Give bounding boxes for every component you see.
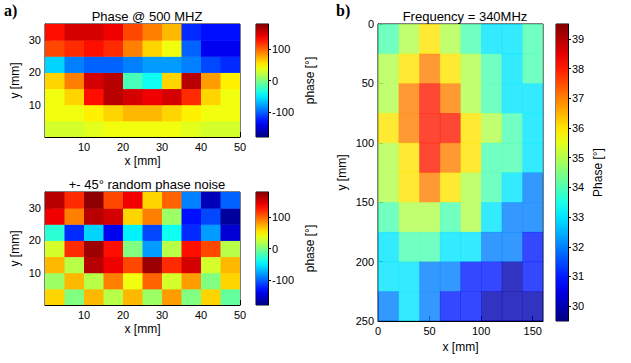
svg-text:30: 30 bbox=[156, 309, 168, 321]
svg-text:50: 50 bbox=[362, 77, 374, 89]
svg-text:50: 50 bbox=[423, 325, 435, 337]
svg-text:a): a) bbox=[4, 2, 17, 20]
svg-text:150: 150 bbox=[524, 325, 542, 337]
svg-text:32: 32 bbox=[572, 241, 584, 253]
svg-text:36: 36 bbox=[572, 122, 584, 134]
svg-text:0: 0 bbox=[368, 18, 374, 30]
svg-text:100: 100 bbox=[472, 325, 490, 337]
svg-text:10: 10 bbox=[78, 141, 90, 153]
svg-text:40: 40 bbox=[195, 141, 207, 153]
svg-text:100: 100 bbox=[272, 211, 290, 223]
svg-text:0: 0 bbox=[272, 243, 278, 255]
svg-text:50: 50 bbox=[234, 141, 246, 153]
svg-text:y [mm]: y [mm] bbox=[335, 155, 349, 191]
svg-text:100: 100 bbox=[272, 43, 290, 55]
svg-text:+- 45° random phase noise: +- 45° random phase noise bbox=[69, 177, 226, 192]
svg-text:10: 10 bbox=[29, 99, 41, 111]
svg-text:20: 20 bbox=[117, 309, 129, 321]
svg-text:37: 37 bbox=[572, 92, 584, 104]
svg-text:30: 30 bbox=[572, 300, 584, 312]
svg-text:200: 200 bbox=[356, 256, 374, 268]
svg-text:35: 35 bbox=[572, 152, 584, 164]
svg-text:-100: -100 bbox=[272, 274, 294, 286]
svg-text:Frequency = 340MHz: Frequency = 340MHz bbox=[403, 9, 528, 24]
svg-text:250: 250 bbox=[356, 315, 374, 327]
svg-text:30: 30 bbox=[29, 34, 41, 46]
svg-text:39: 39 bbox=[572, 33, 584, 45]
svg-text:20: 20 bbox=[29, 66, 41, 78]
svg-text:phase [°]: phase [°] bbox=[303, 57, 317, 105]
svg-text:10: 10 bbox=[78, 309, 90, 321]
svg-text:0: 0 bbox=[272, 75, 278, 87]
svg-text:Phase [°]: Phase [°] bbox=[591, 148, 605, 197]
svg-text:b): b) bbox=[336, 2, 350, 20]
svg-text:phase [°]: phase [°] bbox=[303, 225, 317, 273]
svg-text:20: 20 bbox=[117, 141, 129, 153]
svg-text:-100: -100 bbox=[272, 106, 294, 118]
svg-text:50: 50 bbox=[234, 309, 246, 321]
svg-text:Phase @ 500 MHZ: Phase @ 500 MHZ bbox=[92, 9, 203, 24]
svg-text:x [mm]: x [mm] bbox=[125, 154, 161, 168]
svg-text:x [mm]: x [mm] bbox=[125, 322, 161, 336]
svg-text:150: 150 bbox=[356, 196, 374, 208]
svg-text:100: 100 bbox=[356, 137, 374, 149]
svg-text:31: 31 bbox=[572, 270, 584, 282]
svg-text:30: 30 bbox=[156, 141, 168, 153]
svg-text:30: 30 bbox=[29, 202, 41, 214]
svg-text:x [mm]: x [mm] bbox=[443, 340, 479, 354]
svg-text:40: 40 bbox=[195, 309, 207, 321]
svg-text:38: 38 bbox=[572, 63, 584, 75]
svg-text:34: 34 bbox=[572, 181, 584, 193]
svg-text:y [mm]: y [mm] bbox=[8, 63, 22, 99]
svg-text:y [mm]: y [mm] bbox=[8, 231, 22, 267]
svg-text:10: 10 bbox=[29, 267, 41, 279]
svg-text:20: 20 bbox=[29, 234, 41, 246]
svg-text:0: 0 bbox=[375, 325, 381, 337]
svg-text:33: 33 bbox=[572, 211, 584, 223]
